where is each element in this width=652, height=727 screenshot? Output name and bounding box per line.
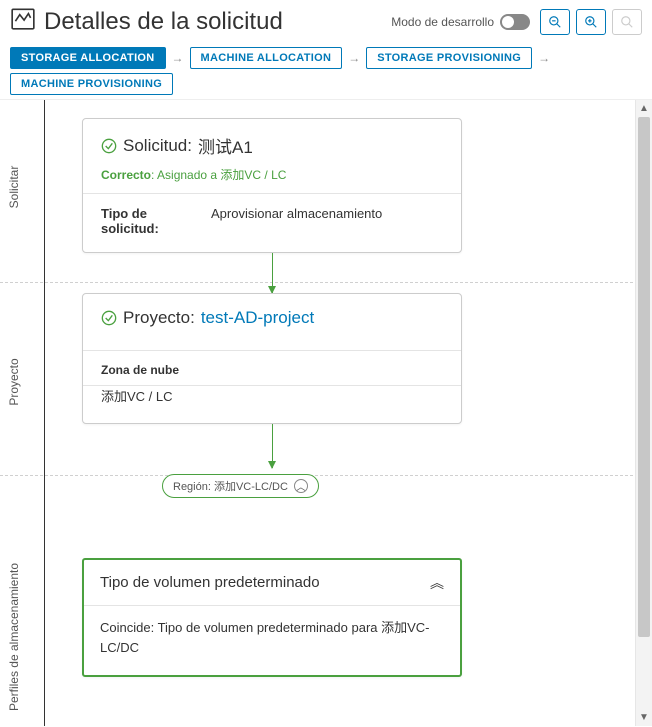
chevron-right-icon: →	[170, 51, 186, 65]
cloud-zone-value: 添加VC / LC	[83, 386, 461, 423]
crumb-storage-allocation[interactable]: STORAGE ALLOCATION	[10, 47, 166, 69]
request-details-icon	[10, 6, 36, 37]
project-title-link[interactable]: test-AD-project	[201, 308, 314, 328]
volume-card-title: Tipo de volumen predeterminado	[100, 574, 320, 591]
collapse-icon: ︿	[294, 479, 308, 493]
scroll-thumb[interactable]	[638, 117, 650, 637]
request-type-key: Tipo de solicitud:	[101, 206, 181, 236]
dev-mode-toggle[interactable]	[500, 14, 530, 30]
zoom-in-button[interactable]	[576, 9, 606, 35]
rail-label-perfiles: Perfiles de almacenamiento	[7, 563, 21, 711]
chevron-right-icon: →	[346, 51, 362, 65]
region-pill-label: Región: 添加VC-LC/DC	[173, 478, 288, 494]
request-status-detail: : Asignado a 添加VC / LC	[151, 168, 286, 182]
flow-connector	[272, 253, 273, 293]
success-check-icon	[101, 138, 117, 154]
region-pill[interactable]: Región: 添加VC-LC/DC ︿	[162, 474, 319, 498]
collapse-double-chevron-icon[interactable]: ︽	[430, 576, 444, 590]
cloud-zone-label: Zona de nube	[83, 351, 461, 385]
zoom-out-button[interactable]	[540, 9, 570, 35]
volume-type-card: Tipo de volumen predeterminado ︽ Coincid…	[82, 558, 462, 677]
crumb-storage-provisioning[interactable]: STORAGE PROVISIONING	[366, 47, 532, 69]
request-title-prefix: Solicitud:	[123, 136, 192, 156]
dev-mode-label: Modo de desarrollo	[391, 15, 494, 29]
flow-connector	[272, 424, 273, 468]
request-type-value: Aprovisionar almacenamiento	[211, 206, 382, 236]
project-card: Proyecto: test-AD-project Zona de nube 添…	[82, 293, 462, 424]
crumb-machine-allocation[interactable]: MACHINE ALLOCATION	[190, 47, 343, 69]
scroll-down-button[interactable]: ▼	[636, 709, 652, 726]
rail-label-proyecto: Proyecto	[7, 358, 21, 405]
project-title-prefix: Proyecto:	[123, 308, 195, 328]
crumb-machine-provisioning[interactable]: MACHINE PROVISIONING	[10, 73, 173, 95]
request-status-label: Correcto	[101, 168, 151, 182]
scroll-up-button[interactable]: ▲	[636, 100, 652, 117]
zoom-reset-button	[612, 9, 642, 35]
chevron-right-icon: →	[536, 51, 552, 65]
success-check-icon	[101, 310, 117, 326]
rail-label-solicitar: Solicitar	[7, 166, 21, 209]
page-title: Detalles de la solicitud	[44, 8, 283, 36]
request-card: Solicitud: 测试A1 Correcto: Asignado a 添加V…	[82, 118, 462, 253]
volume-card-body: Coincide: Tipo de volumen predeterminado…	[84, 606, 460, 675]
stage-breadcrumbs: STORAGE ALLOCATION → MACHINE ALLOCATION …	[0, 45, 652, 99]
vertical-scrollbar[interactable]: ▲ ▼	[635, 100, 652, 726]
request-title-value: 测试A1	[198, 133, 253, 158]
